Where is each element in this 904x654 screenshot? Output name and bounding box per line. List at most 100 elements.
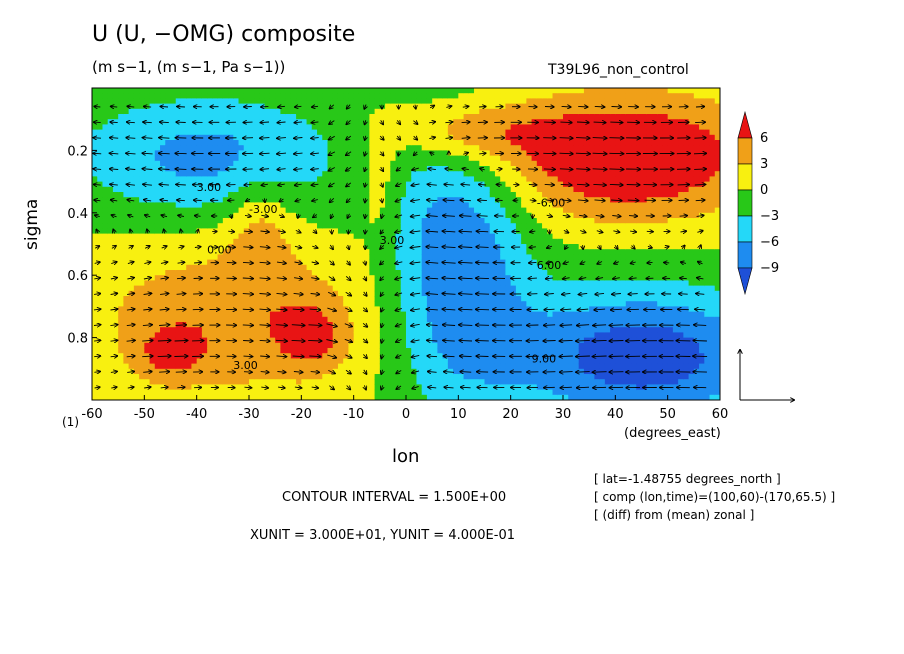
field-cell bbox=[385, 244, 391, 250]
field-cell bbox=[395, 249, 402, 255]
field-cell bbox=[97, 129, 104, 136]
field-cell bbox=[484, 379, 491, 385]
field-cell bbox=[379, 249, 386, 255]
field-cell bbox=[191, 223, 198, 229]
field-cell bbox=[217, 374, 224, 380]
field-cell bbox=[133, 212, 140, 219]
field-cell bbox=[301, 192, 308, 198]
field-cell bbox=[505, 275, 512, 281]
field-cell bbox=[306, 145, 313, 151]
field-cell bbox=[385, 197, 391, 203]
field-cell bbox=[453, 171, 459, 177]
field-cell bbox=[264, 197, 271, 203]
field-cell bbox=[400, 270, 407, 276]
field-cell bbox=[411, 233, 418, 240]
field-cell bbox=[249, 171, 255, 177]
field-cell bbox=[154, 384, 161, 391]
field-cell bbox=[165, 316, 172, 323]
field-cell bbox=[149, 327, 156, 333]
field-cell bbox=[505, 254, 512, 261]
field-cell bbox=[217, 176, 224, 183]
field-cell bbox=[337, 301, 344, 307]
field-cell bbox=[411, 98, 418, 105]
field-cell bbox=[196, 108, 203, 115]
field-cell bbox=[432, 244, 438, 250]
field-cell bbox=[379, 394, 386, 400]
field-cell bbox=[301, 228, 308, 235]
field-cell bbox=[332, 389, 339, 396]
field-cell bbox=[327, 316, 334, 323]
field-cell bbox=[400, 296, 407, 302]
field-cell bbox=[102, 249, 109, 255]
field-cell bbox=[196, 389, 203, 396]
field-cell bbox=[123, 316, 130, 323]
field-cell bbox=[358, 134, 365, 141]
field-cell bbox=[526, 108, 533, 115]
field-cell bbox=[264, 374, 271, 380]
field-cell bbox=[521, 275, 527, 281]
field-cell bbox=[259, 88, 266, 94]
field-cell bbox=[489, 212, 496, 219]
field-cell bbox=[191, 379, 198, 385]
field-cell bbox=[249, 285, 255, 292]
field-cell bbox=[186, 207, 193, 214]
field-cell bbox=[207, 389, 213, 396]
field-cell bbox=[212, 327, 219, 333]
field-cell bbox=[259, 332, 266, 339]
field-cell bbox=[374, 353, 381, 359]
field-cell bbox=[505, 332, 512, 339]
field-cell bbox=[311, 160, 318, 167]
field-cell bbox=[458, 176, 465, 183]
field-cell bbox=[128, 98, 135, 105]
field-cell bbox=[484, 389, 491, 396]
field-cell bbox=[426, 134, 433, 141]
field-cell bbox=[118, 316, 124, 323]
field-cell bbox=[186, 134, 193, 141]
field-cell bbox=[406, 280, 412, 287]
field-cell bbox=[353, 93, 360, 99]
field-cell bbox=[306, 389, 313, 396]
field-cell bbox=[222, 140, 229, 146]
field-cell bbox=[180, 285, 187, 292]
field-cell bbox=[406, 223, 412, 229]
field-cell bbox=[337, 88, 344, 94]
field-cell bbox=[400, 145, 407, 151]
field-cell bbox=[395, 327, 402, 333]
field-cell bbox=[369, 270, 376, 276]
field-cell bbox=[416, 301, 423, 307]
field-cell bbox=[107, 368, 114, 375]
field-cell bbox=[400, 290, 407, 297]
field-cell bbox=[243, 93, 250, 99]
field-cell bbox=[97, 270, 104, 276]
field-cell bbox=[290, 145, 297, 151]
field-cell bbox=[458, 327, 465, 333]
field-cell bbox=[186, 155, 193, 162]
field-cell bbox=[238, 155, 245, 162]
field-cell bbox=[353, 296, 360, 302]
field-cell bbox=[332, 394, 339, 400]
field-cell bbox=[92, 176, 98, 183]
field-cell bbox=[369, 379, 376, 385]
field-cell bbox=[102, 332, 109, 339]
field-cell bbox=[390, 166, 397, 172]
field-cell bbox=[290, 181, 297, 188]
field-cell bbox=[191, 108, 198, 115]
field-cell bbox=[447, 327, 454, 333]
field-cell bbox=[118, 368, 124, 375]
field-cell bbox=[118, 363, 124, 370]
field-cell bbox=[390, 186, 397, 193]
field-cell bbox=[301, 212, 308, 219]
field-cell bbox=[411, 285, 418, 292]
field-cell bbox=[322, 285, 329, 292]
field-cell bbox=[369, 249, 376, 255]
field-cell bbox=[170, 301, 177, 307]
field-cell bbox=[385, 363, 391, 370]
field-cell bbox=[144, 202, 151, 209]
field-cell bbox=[432, 114, 438, 120]
field-cell bbox=[458, 150, 465, 157]
field-cell bbox=[290, 275, 297, 281]
field-cell bbox=[102, 108, 109, 115]
field-cell bbox=[165, 270, 172, 276]
field-cell bbox=[406, 114, 412, 120]
field-cell bbox=[170, 212, 177, 219]
